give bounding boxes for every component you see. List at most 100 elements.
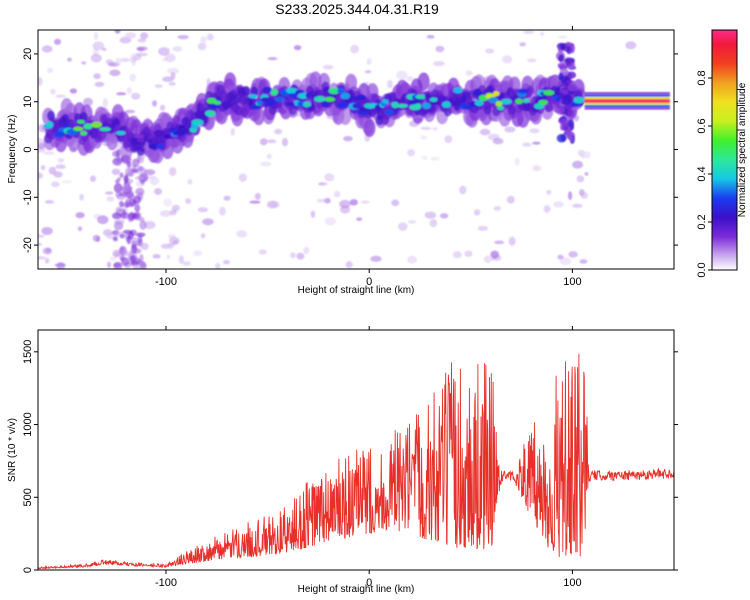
- heatmap-speckle: [38, 242, 42, 246]
- heatmap-burst-cell: [556, 133, 567, 143]
- heatmap-ridge-cell: [385, 109, 394, 116]
- heatmap-speckle: [514, 157, 520, 166]
- heatmap-ridge-cell: [241, 86, 250, 97]
- heatmap-speckle: [433, 61, 445, 67]
- heatmap-speckle: [572, 203, 583, 208]
- y-tick-label: 10: [22, 96, 34, 108]
- heatmap-speckle: [159, 210, 172, 217]
- heatmap-speckle: [79, 193, 84, 201]
- heatmap-speckle: [296, 252, 305, 260]
- heatmap-speckle: [131, 57, 136, 66]
- heatmap-ridge-cell: [115, 130, 126, 136]
- spectrogram-x-label: Height of straight line (km): [298, 285, 415, 296]
- heatmap-speckle: [90, 175, 96, 182]
- heatmap-speckle: [41, 227, 53, 235]
- heatmap-speckle: [364, 70, 372, 74]
- heatmap-speckle: [112, 212, 122, 220]
- heatmap-speckle: [131, 92, 141, 100]
- heatmap-speckle: [318, 182, 328, 186]
- heatmap-speckle: [238, 173, 247, 182]
- snr-y-label: SNR (10 * v/v): [7, 418, 18, 482]
- colorbar: 0.0 0.2 0.4 0.6 0.8 Normalized spectral ampl…: [696, 29, 748, 278]
- snr-frame: [37, 329, 675, 571]
- heatmap-speckle: [119, 36, 132, 44]
- heatmap-speckle: [119, 58, 130, 62]
- heatmap-burst-cell: [565, 42, 575, 47]
- heatmap-speckle: [465, 70, 473, 76]
- heatmap-steady-tone: [584, 94, 670, 97]
- colorbar-ticks: 0.0 0.2 0.4 0.6 0.8: [696, 70, 712, 278]
- heatmap-speckle: [266, 153, 272, 159]
- snr-series-line: [38, 353, 674, 570]
- heatmap-speckle: [105, 59, 114, 65]
- heatmap-burst-cell: [560, 45, 566, 51]
- heatmap-burst-cell: [568, 119, 574, 128]
- heatmap-speckle: [102, 98, 109, 108]
- heatmap-speckle: [118, 208, 127, 212]
- heatmap-ridge-cell: [492, 91, 500, 97]
- y-tick-label: -10: [22, 189, 34, 205]
- heatmap-speckle: [115, 57, 121, 67]
- x-tick-label: -100: [155, 577, 177, 589]
- heatmap-speckle: [333, 190, 341, 198]
- heatmap-ridge-cell: [497, 105, 504, 111]
- heatmap-speckle: [324, 197, 331, 204]
- heatmap-ridge-cell: [337, 102, 348, 108]
- heatmap-ridge-cell: [80, 131, 88, 136]
- heatmap-speckle: [113, 261, 123, 269]
- heatmap-speckle: [267, 57, 278, 61]
- heatmap-speckle: [152, 100, 157, 107]
- heatmap-speckle: [44, 257, 50, 264]
- heatmap-speckle: [435, 45, 445, 53]
- heatmap-speckle: [116, 177, 122, 182]
- heatmap-speckle: [116, 92, 127, 96]
- heatmap-speckle: [111, 168, 121, 175]
- heatmap-speckle: [107, 261, 111, 268]
- heatmap-speckle: [444, 135, 453, 144]
- heatmap-speckle: [93, 73, 101, 80]
- heatmap-speckle: [202, 218, 214, 226]
- heatmap-speckle: [532, 164, 542, 172]
- heatmap-speckle: [479, 128, 491, 136]
- heatmap-speckle: [38, 77, 43, 86]
- heatmap-speckle: [579, 259, 588, 264]
- heatmap-ridge-cell: [328, 87, 340, 95]
- heatmap-speckle: [398, 222, 408, 231]
- heatmap-ridge-cell: [443, 106, 452, 117]
- heatmap-ridge-cell: [45, 121, 54, 128]
- snr-y-ticks: 0 500 1000 1500: [22, 340, 678, 573]
- heatmap-speckle: [543, 205, 551, 213]
- heatmap-ridge-cell: [526, 85, 535, 96]
- heatmap-speckle: [568, 251, 578, 258]
- heatmap-speckle: [81, 61, 87, 65]
- heatmap-speckle: [97, 215, 109, 225]
- heatmap-speckle: [167, 67, 180, 75]
- heatmap-speckle: [568, 191, 573, 201]
- heatmap-speckle: [290, 252, 296, 259]
- heatmap-ridge-cell: [91, 121, 102, 128]
- heatmap-ridge-cell: [136, 146, 145, 157]
- heatmap-speckle: [396, 70, 408, 80]
- heatmap-speckle: [266, 139, 277, 144]
- heatmap-ridge-cell: [573, 96, 585, 104]
- heatmap-steady-tone: [584, 98, 670, 101]
- heatmap-ridge-cell: [515, 98, 523, 105]
- heatmap-ridge-cell: [507, 105, 516, 115]
- heatmap-speckle: [432, 127, 438, 131]
- heatmap-steady-tone: [584, 96, 670, 100]
- heatmap-speckle: [197, 207, 209, 213]
- heatmap-speckle: [124, 174, 129, 184]
- heatmap-speckle: [345, 261, 354, 269]
- heatmap-ridge-cell: [417, 72, 430, 91]
- heatmap-speckle: [113, 156, 123, 166]
- heatmap-speckle: [168, 244, 174, 250]
- heatmap-speckle: [169, 167, 177, 177]
- heatmap-ridge-cell: [208, 104, 221, 109]
- heatmap-speckle: [504, 126, 516, 133]
- heatmap-speckle: [387, 79, 393, 89]
- heatmap-speckle: [122, 185, 130, 192]
- heatmap-ridge-cell: [177, 127, 190, 135]
- heatmap-speckle: [557, 254, 564, 260]
- heatmap-burst-cell: [562, 89, 569, 95]
